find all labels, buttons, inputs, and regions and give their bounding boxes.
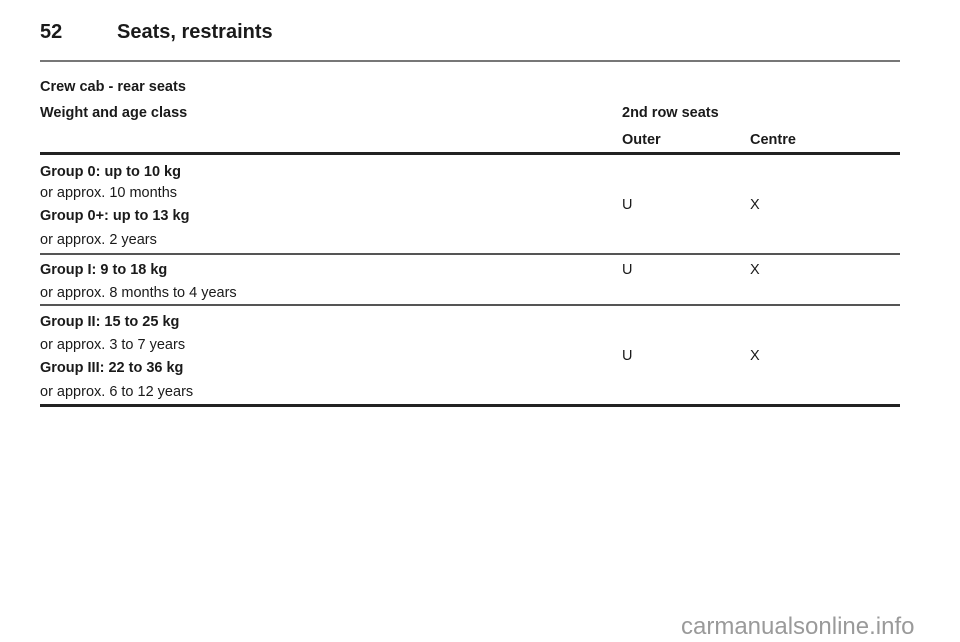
header-divider — [40, 60, 900, 62]
section-title: Seats, restraints — [117, 21, 273, 43]
table-caption: Crew cab - rear seats — [40, 79, 186, 95]
age-label: or approx. 2 years — [40, 232, 157, 248]
age-label: or approx. 8 months to 4 years — [40, 285, 237, 301]
group-label: Group III: 22 to 36 kg — [40, 360, 184, 376]
group-label: Group I: 9 to 18 kg — [40, 262, 168, 278]
centre-value: X — [750, 197, 760, 213]
column-header-outer: Outer — [622, 132, 661, 148]
row-divider — [40, 304, 900, 306]
group-label: Group II: 15 to 25 kg — [40, 314, 180, 330]
page-number: 52 — [40, 21, 63, 43]
row-divider — [40, 253, 900, 255]
group-label: Group 0: up to 10 kg — [40, 164, 181, 180]
group-label: Group 0+: up to 13 kg — [40, 208, 190, 224]
age-label: or approx. 3 to 7 years — [40, 337, 186, 353]
centre-value: X — [750, 262, 760, 278]
outer-value: U — [622, 348, 633, 364]
outer-value: U — [622, 262, 633, 278]
column-header-centre: Centre — [750, 132, 796, 148]
outer-value: U — [622, 197, 633, 213]
age-label: or approx. 6 to 12 years — [40, 384, 194, 400]
watermark: carmanualsonline.info — [681, 613, 915, 640]
column-header-2nd-row: 2nd row seats — [622, 105, 719, 121]
age-label: or approx. 10 months — [40, 185, 178, 201]
table-bottom-divider — [40, 404, 900, 407]
column-header-class: Weight and age class — [40, 105, 188, 121]
centre-value: X — [750, 348, 760, 364]
table-header-divider — [40, 152, 900, 155]
